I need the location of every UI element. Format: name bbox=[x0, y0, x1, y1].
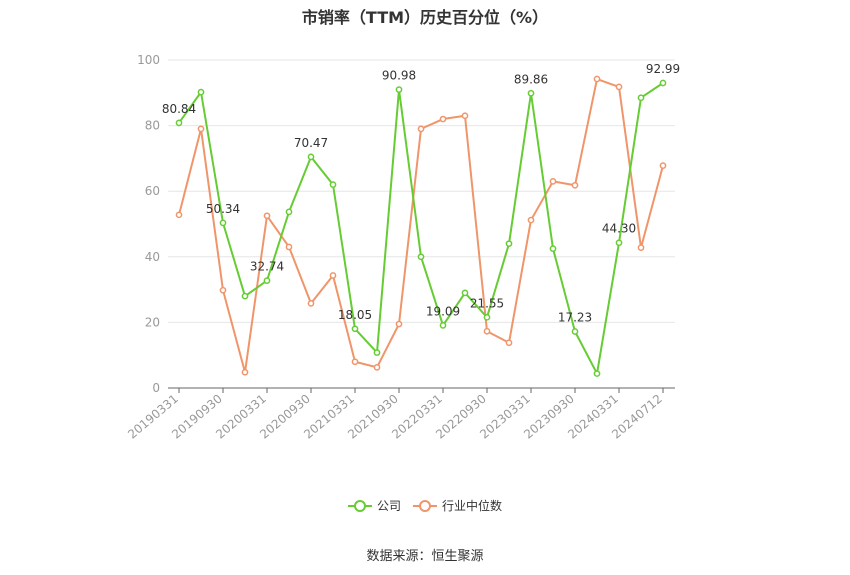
data-label: 70.47 bbox=[294, 136, 328, 150]
data-point bbox=[263, 277, 271, 284]
data-point bbox=[197, 125, 205, 133]
chart-title: 市销率（TTM）历史百分位（%） bbox=[301, 8, 549, 27]
data-label: 19.09 bbox=[426, 304, 460, 318]
data-point bbox=[329, 272, 337, 279]
legend: 公司 行业中位数 bbox=[348, 498, 502, 513]
data-point bbox=[461, 112, 469, 120]
y-tick-label: 80 bbox=[145, 119, 160, 133]
grid-lines bbox=[168, 59, 675, 323]
data-point bbox=[285, 243, 293, 251]
data-point bbox=[417, 125, 425, 133]
data-labels: 80.84 50.34 32.74 70.47 18.05 90.98 19.09 21.55… bbox=[162, 62, 680, 324]
data-point bbox=[483, 313, 491, 321]
data-label: 32.74 bbox=[250, 260, 284, 274]
data-label: 50.34 bbox=[206, 202, 240, 216]
data-point bbox=[439, 322, 447, 329]
data-point bbox=[483, 327, 491, 335]
data-point bbox=[373, 349, 381, 356]
data-label: 92.99 bbox=[646, 62, 680, 76]
data-label: 90.98 bbox=[382, 69, 416, 83]
data-label: 89.86 bbox=[514, 72, 548, 86]
data-label: 44.30 bbox=[602, 222, 636, 236]
data-point bbox=[615, 239, 623, 247]
data-label: 80.84 bbox=[162, 102, 196, 116]
legend-label: 公司 bbox=[377, 499, 401, 513]
data-point bbox=[351, 325, 359, 333]
legend-label: 行业中位数 bbox=[442, 498, 502, 513]
y-tick-label: 0 bbox=[152, 381, 160, 395]
data-point bbox=[307, 300, 315, 307]
data-point bbox=[659, 79, 667, 87]
data-point bbox=[263, 212, 271, 220]
data-point bbox=[197, 88, 205, 96]
data-point bbox=[571, 181, 579, 189]
data-point bbox=[219, 286, 227, 294]
data-point bbox=[351, 358, 359, 366]
data-point bbox=[285, 208, 293, 216]
data-point bbox=[593, 370, 601, 377]
data-point bbox=[373, 363, 381, 371]
data-point bbox=[241, 292, 249, 300]
data-point bbox=[505, 339, 513, 347]
y-tick-label: 20 bbox=[145, 315, 160, 329]
data-point bbox=[593, 75, 601, 83]
legend-marker bbox=[354, 500, 366, 512]
data-point bbox=[417, 253, 425, 261]
y-tick-label: 60 bbox=[145, 184, 160, 198]
data-point bbox=[219, 219, 227, 227]
data-point bbox=[571, 328, 579, 335]
x-axis: 2019033120190930202003312020093020210331… bbox=[125, 387, 675, 442]
data-point bbox=[549, 178, 557, 185]
legend-marker bbox=[419, 500, 431, 512]
data-point bbox=[175, 211, 183, 219]
y-tick-label: 100 bbox=[137, 53, 160, 67]
data-source: 数据来源：恒生聚源 bbox=[366, 549, 484, 564]
data-point bbox=[549, 245, 557, 252]
data-point bbox=[395, 86, 403, 93]
data-point bbox=[307, 153, 315, 161]
data-point bbox=[461, 289, 469, 297]
series-lines bbox=[175, 75, 667, 377]
y-tick-label: 40 bbox=[145, 250, 160, 264]
data-point bbox=[637, 94, 645, 102]
data-point bbox=[659, 162, 667, 169]
data-point bbox=[395, 320, 403, 328]
data-point bbox=[329, 181, 337, 188]
data-label: 21.55 bbox=[470, 296, 504, 310]
data-point bbox=[637, 244, 645, 251]
data-point bbox=[505, 240, 513, 248]
data-label: 18.05 bbox=[338, 308, 372, 322]
data-point bbox=[527, 216, 535, 224]
data-point bbox=[615, 83, 623, 91]
data-point bbox=[175, 119, 183, 127]
y-axis: 0 20 40 60 80 100 bbox=[137, 53, 160, 395]
data-point bbox=[241, 368, 249, 376]
series-line-1 bbox=[178, 78, 664, 374]
data-point bbox=[527, 89, 535, 97]
data-label: 17.23 bbox=[558, 310, 592, 324]
data-point bbox=[439, 115, 447, 123]
